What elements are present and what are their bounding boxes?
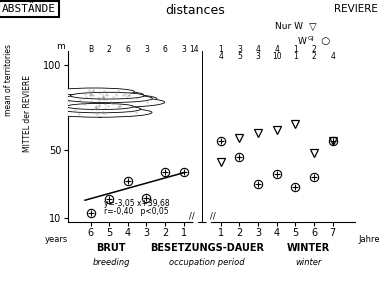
Text: years: years [45, 235, 68, 245]
Text: occupation period: occupation period [169, 258, 245, 268]
Text: ○: ○ [318, 36, 330, 46]
Text: 6: 6 [125, 45, 130, 54]
Bar [106, 102, 109, 107]
Text: winter: winter [295, 258, 321, 268]
Text: Nur W: Nur W [275, 22, 306, 32]
Text: W: W [297, 37, 306, 46]
Circle shape [62, 94, 152, 103]
Text: distances: distances [165, 4, 225, 17]
Text: 14: 14 [189, 45, 199, 54]
Text: GJ: GJ [308, 36, 315, 41]
Text: 3: 3 [181, 45, 186, 54]
Text: 4: 4 [274, 45, 279, 54]
Text: //: // [189, 212, 195, 221]
Text: 4: 4 [218, 52, 223, 61]
Text: 1: 1 [293, 52, 298, 61]
Text: 3: 3 [237, 45, 242, 54]
Text: WINTER: WINTER [287, 243, 330, 253]
Circle shape [54, 88, 135, 95]
Text: mean of territories: mean of territories [4, 43, 13, 116]
Text: MITTEL der REVIERE: MITTEL der REVIERE [23, 75, 32, 152]
Bar [93, 99, 96, 104]
Text: r=-0,40   p<0,05: r=-0,40 p<0,05 [104, 206, 168, 216]
Circle shape [66, 103, 133, 110]
Text: 5: 5 [237, 52, 242, 61]
Text: 4: 4 [256, 45, 261, 54]
Text: Jahre: Jahre [359, 235, 380, 245]
Circle shape [32, 93, 157, 105]
Text: 6: 6 [163, 45, 167, 54]
Circle shape [71, 92, 144, 99]
Text: //: // [210, 212, 215, 221]
Text: BRUT: BRUT [96, 243, 126, 253]
Text: y=-3,05 x+39,68: y=-3,05 x+39,68 [104, 199, 169, 208]
Text: ABSTÄNDE: ABSTÄNDE [2, 4, 56, 14]
Bar [99, 112, 101, 117]
Text: 2: 2 [312, 45, 316, 54]
Text: 3: 3 [144, 45, 149, 54]
Text: 10: 10 [272, 52, 282, 61]
Circle shape [45, 90, 144, 99]
Circle shape [48, 108, 152, 117]
Text: breeding: breeding [92, 258, 130, 268]
Text: B: B [88, 45, 93, 54]
Text: ▽: ▽ [306, 22, 317, 32]
Text: 3: 3 [256, 52, 261, 61]
Text: 2: 2 [107, 45, 112, 54]
Circle shape [50, 97, 165, 107]
Text: BESETZUNGS-DAUER: BESETZUNGS-DAUER [150, 243, 264, 253]
Text: m: m [56, 42, 65, 51]
Text: 1: 1 [293, 45, 298, 54]
Text: 2: 2 [312, 52, 316, 61]
Text: REVIERE: REVIERE [335, 4, 378, 14]
Circle shape [59, 105, 141, 113]
Text: 1: 1 [218, 45, 223, 54]
Text: 4: 4 [330, 52, 335, 61]
